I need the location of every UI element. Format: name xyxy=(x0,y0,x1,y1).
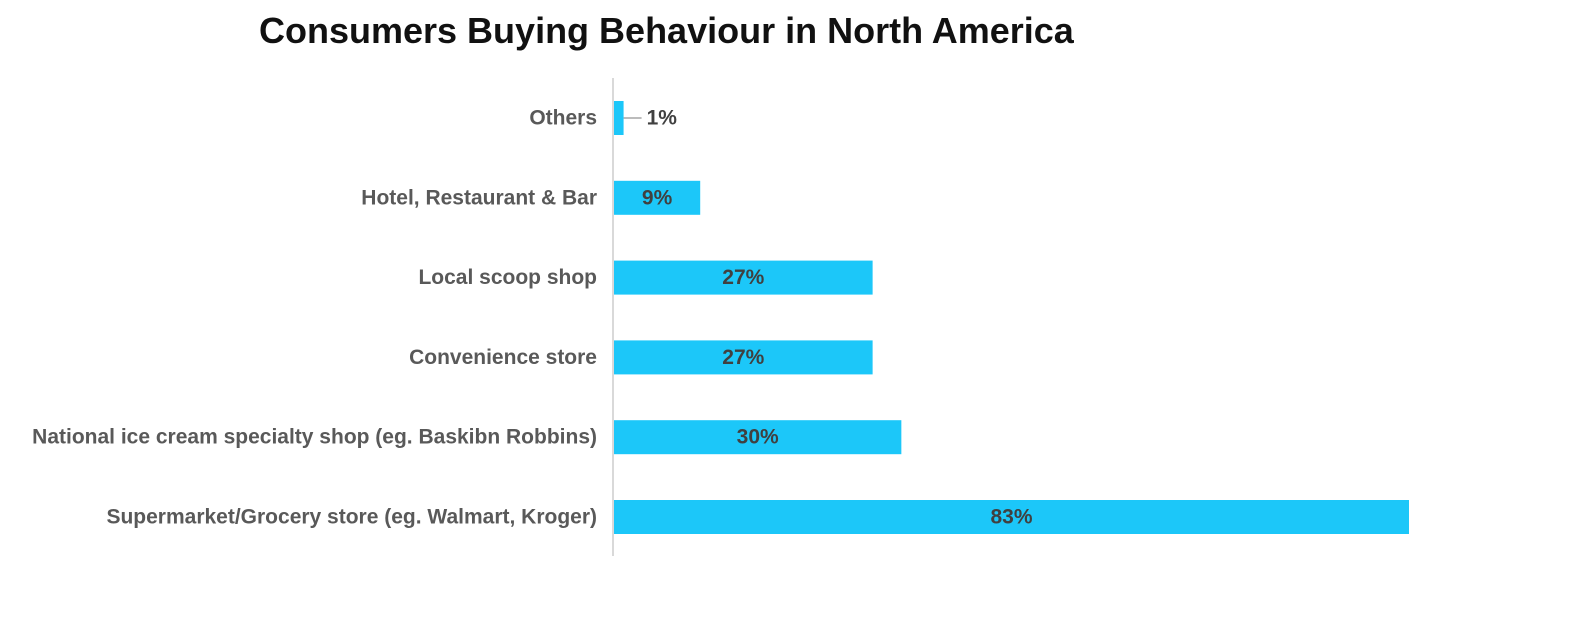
category-label: National ice cream specialty shop (eg. B… xyxy=(32,426,597,449)
data-label: 9% xyxy=(642,186,673,209)
category-label: Hotel, Restaurant & Bar xyxy=(361,186,597,209)
category-label: Others xyxy=(529,107,597,130)
data-label: 1% xyxy=(647,107,678,130)
bar xyxy=(614,420,902,455)
bar xyxy=(614,101,624,135)
category-label: Supermarket/Grocery store (eg. Walmart, … xyxy=(106,506,597,529)
bar xyxy=(614,260,873,295)
chart-title: Consumers Buying Behaviour in North Amer… xyxy=(259,10,1074,51)
data-label: 83% xyxy=(990,506,1032,529)
data-label: 30% xyxy=(737,426,779,449)
data-label: 27% xyxy=(722,266,764,289)
bar xyxy=(614,500,1409,534)
bars-group: Others 1% Hotel, Restaurant & Bar 9% Local s… xyxy=(32,101,1409,534)
bar xyxy=(614,340,873,375)
data-label: 27% xyxy=(722,346,764,369)
category-label: Convenience store xyxy=(409,346,597,369)
category-label: Local scoop shop xyxy=(418,266,597,289)
bar xyxy=(614,180,701,215)
